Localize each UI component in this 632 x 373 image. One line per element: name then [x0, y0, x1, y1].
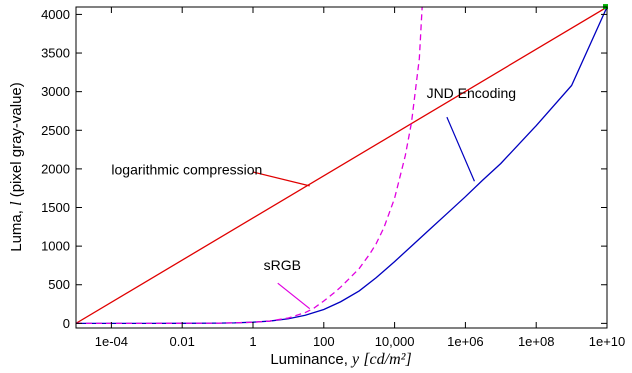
x-axis-title: Luminance, y [cd/m²] — [270, 351, 411, 368]
srgb-label: sRGB — [264, 257, 301, 273]
x-axis-title-prefix: Luminance, — [270, 351, 352, 368]
y-axis-title-symbol: l — [8, 201, 25, 206]
y-tick-label: 4000 — [41, 7, 70, 22]
logarithmic-compression-label: logarithmic compression — [111, 161, 262, 177]
y-tick-label: 500 — [48, 277, 70, 292]
y-tick-label: 1500 — [41, 200, 70, 215]
y-axis-title: Luma, l (pixel gray-value) — [8, 82, 25, 252]
x-tick-label: 1 — [249, 334, 256, 349]
jnd-encoding-leader — [446, 116, 475, 182]
y-tick-label: 0 — [63, 316, 70, 331]
x-tick-label: 10,000 — [375, 334, 415, 349]
x-tick-label: 100 — [313, 334, 335, 349]
y-axis-title-suffix: (pixel gray-value) — [8, 82, 25, 201]
y-tick-label: 2000 — [41, 161, 70, 176]
x-tick-label: 1e+06 — [447, 334, 484, 349]
x-axis-title-symbol: y — [350, 351, 360, 368]
x-tick-label: 0.01 — [170, 334, 195, 349]
y-tick-label: 3500 — [41, 46, 70, 61]
plot-frame — [75, 6, 608, 329]
x-tick-label: 1e-04 — [95, 334, 128, 349]
srgb-leader — [277, 282, 311, 310]
log-compression-line — [76, 7, 607, 324]
x-tick-label: 1e+08 — [518, 334, 555, 349]
y-tick-label: 1000 — [41, 239, 70, 254]
y-tick-label: 2500 — [41, 123, 70, 138]
jnd-encoding-label: JND Encoding — [427, 85, 517, 101]
y-tick-label: 3000 — [41, 84, 70, 99]
x-tick-label: 1e+10 — [589, 334, 626, 349]
y-axis-title-prefix: Luma, — [8, 206, 25, 252]
srgb-curve — [76, 7, 423, 325]
x-axis-title-unit: [cd/m²] — [363, 351, 411, 368]
logarithmic-compression-leader — [252, 171, 310, 187]
